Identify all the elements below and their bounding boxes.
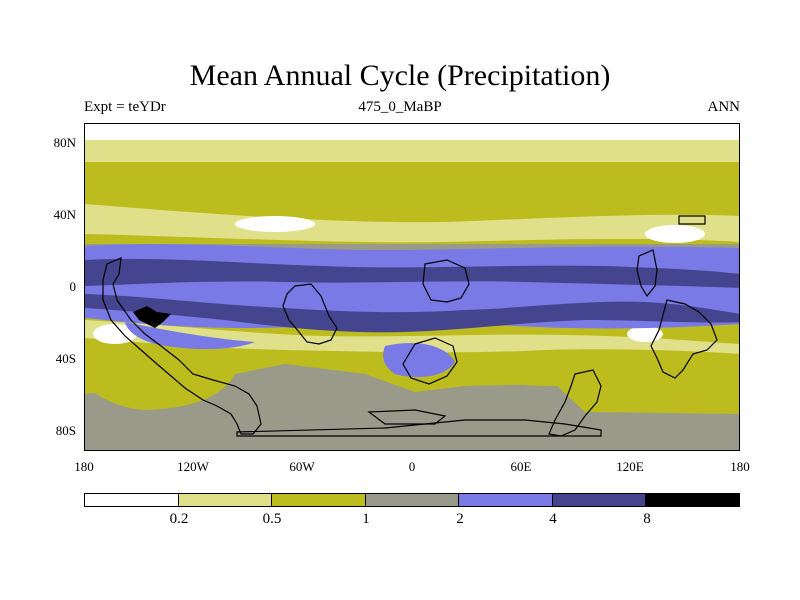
colorbar-bin bbox=[272, 494, 366, 506]
continent-asia bbox=[636, 249, 658, 298]
region-blue-south-pacific bbox=[125, 322, 255, 350]
region-white-subtrop-atlantic bbox=[235, 216, 315, 232]
region-dark-core-south bbox=[85, 294, 739, 333]
continent-americas bbox=[102, 257, 262, 435]
colorbar-bin bbox=[646, 494, 740, 506]
colorbar-label: 0.5 bbox=[262, 511, 282, 527]
colorbar-label: 2 bbox=[456, 511, 464, 527]
region-white-subtrop-asia bbox=[645, 225, 705, 243]
region-white-east-pacific bbox=[93, 324, 137, 344]
y-tick-label: 80S bbox=[55, 423, 76, 438]
y-tick-label: 80N bbox=[53, 135, 76, 150]
continent-greenland bbox=[678, 215, 706, 225]
time-label: 475_0_MaBP bbox=[358, 99, 442, 115]
region-light-midlat bbox=[85, 204, 739, 243]
continent-africa bbox=[422, 259, 470, 303]
continent-southern-africa bbox=[402, 337, 458, 385]
map-svg bbox=[85, 124, 739, 450]
plot-title: Mean Annual Cycle (Precipitation) bbox=[189, 59, 611, 92]
x-tick-label: 180 bbox=[730, 459, 750, 474]
continent-australia bbox=[548, 369, 602, 437]
y-tick-label: 40N bbox=[53, 207, 76, 222]
region-black-spot bbox=[133, 306, 171, 328]
region-white-se-pacific bbox=[627, 326, 663, 342]
x-tick-label: 120E bbox=[616, 459, 644, 474]
colorbar-label: 0.2 bbox=[169, 511, 189, 527]
region-light-north bbox=[85, 136, 739, 162]
colorbar-bin bbox=[85, 494, 179, 506]
region-white-arctic bbox=[85, 124, 739, 140]
continent-maritime bbox=[650, 299, 718, 379]
y-tick-label: 40S bbox=[55, 351, 76, 366]
experiment-label: Expt = teYDr bbox=[84, 99, 166, 115]
region-olive-indian bbox=[465, 341, 613, 386]
colorbar-label: 8 bbox=[643, 511, 651, 527]
colorbar-label: 4 bbox=[549, 511, 557, 527]
colorbar-label: 1 bbox=[362, 511, 370, 527]
x-tick-label: 120W bbox=[177, 459, 209, 474]
region-blue-south-atlantic bbox=[383, 342, 455, 378]
colorbar-bin bbox=[459, 494, 553, 506]
colorbar bbox=[84, 493, 740, 507]
colorbar-bin bbox=[552, 494, 647, 506]
region-dark-core-north bbox=[85, 258, 739, 288]
season-label: ANN bbox=[707, 99, 741, 115]
x-tick-label: 60W bbox=[289, 459, 315, 474]
colorbar-bin bbox=[365, 494, 460, 506]
x-tick-label: 60E bbox=[510, 459, 532, 474]
continent-antarctic-peninsula bbox=[367, 409, 447, 425]
region-light-south bbox=[85, 320, 739, 354]
continent-antarctica bbox=[236, 419, 602, 437]
colorbar-bin bbox=[178, 494, 273, 506]
region-olive-pacific bbox=[85, 339, 235, 410]
x-tick-label: 0 bbox=[408, 459, 416, 474]
y-tick-label: 0 bbox=[69, 279, 77, 294]
precipitation-map bbox=[84, 123, 740, 451]
x-tick-label: 180 bbox=[74, 459, 94, 474]
continent-south-america bbox=[282, 283, 338, 345]
